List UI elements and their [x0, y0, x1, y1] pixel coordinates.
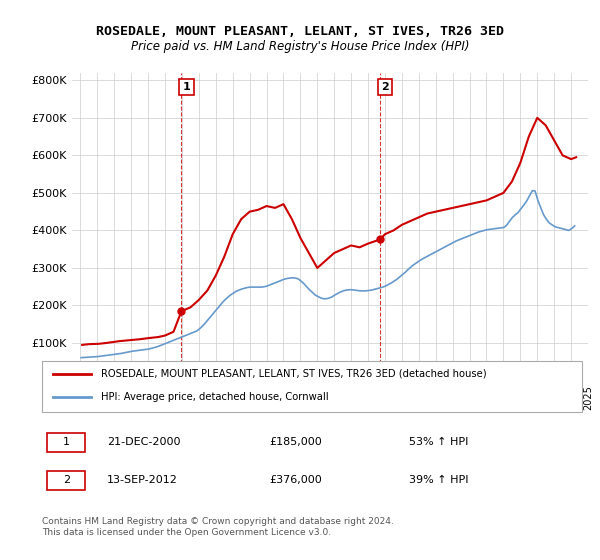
FancyBboxPatch shape — [42, 361, 582, 412]
Text: Contains HM Land Registry data © Crown copyright and database right 2024.
This d: Contains HM Land Registry data © Crown c… — [42, 517, 394, 536]
Text: 21-DEC-2000: 21-DEC-2000 — [107, 436, 181, 446]
Text: £185,000: £185,000 — [269, 436, 322, 446]
Text: ROSEDALE, MOUNT PLEASANT, LELANT, ST IVES, TR26 3ED: ROSEDALE, MOUNT PLEASANT, LELANT, ST IVE… — [96, 25, 504, 38]
FancyBboxPatch shape — [47, 471, 85, 490]
Text: 1: 1 — [182, 82, 190, 92]
Text: 2: 2 — [63, 475, 70, 485]
Text: 39% ↑ HPI: 39% ↑ HPI — [409, 475, 469, 485]
Text: 13-SEP-2012: 13-SEP-2012 — [107, 475, 178, 485]
Text: ROSEDALE, MOUNT PLEASANT, LELANT, ST IVES, TR26 3ED (detached house): ROSEDALE, MOUNT PLEASANT, LELANT, ST IVE… — [101, 369, 487, 379]
Text: HPI: Average price, detached house, Cornwall: HPI: Average price, detached house, Corn… — [101, 393, 329, 403]
Text: 53% ↑ HPI: 53% ↑ HPI — [409, 436, 469, 446]
Text: 1: 1 — [63, 436, 70, 446]
FancyBboxPatch shape — [47, 433, 85, 452]
Text: £376,000: £376,000 — [269, 475, 322, 485]
Text: Price paid vs. HM Land Registry's House Price Index (HPI): Price paid vs. HM Land Registry's House … — [131, 40, 469, 53]
Text: 2: 2 — [381, 82, 389, 92]
